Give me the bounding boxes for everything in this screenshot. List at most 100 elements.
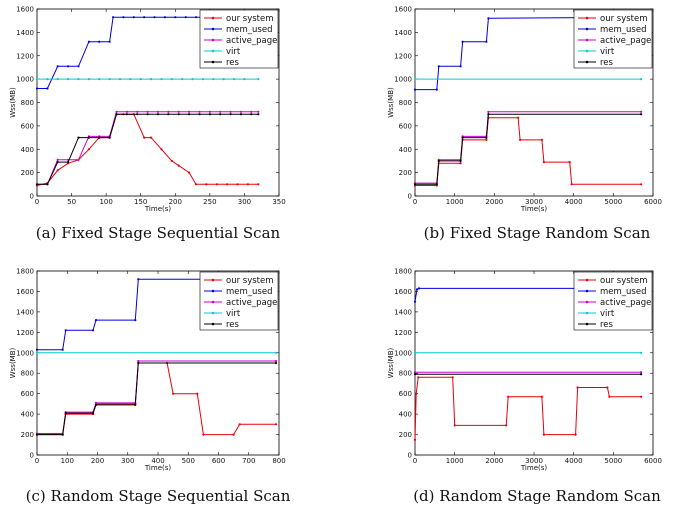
data-point <box>243 78 246 81</box>
y-tick-label: 0 <box>408 452 412 460</box>
y-tick-label: 1200 <box>394 52 412 60</box>
data-point <box>274 423 278 426</box>
legend-label: res <box>226 58 240 68</box>
data-point <box>202 433 205 436</box>
y-tick-label: 400 <box>399 411 412 419</box>
series-line-mem-used <box>415 16 642 91</box>
y-tick-label: 1400 <box>16 308 34 316</box>
data-point <box>94 319 98 322</box>
data-point <box>98 136 101 139</box>
data-point <box>232 433 235 436</box>
data-point <box>91 329 95 332</box>
data-point <box>274 359 278 363</box>
data-point <box>413 373 417 376</box>
x-tick-label: 5000 <box>604 457 622 465</box>
data-point <box>485 40 488 43</box>
data-point <box>542 161 546 164</box>
data-point <box>35 78 39 81</box>
legend-label: our system <box>226 276 274 286</box>
data-point <box>417 376 420 379</box>
data-point <box>136 110 139 113</box>
legend-label: virt <box>226 309 241 319</box>
legend-label: res <box>226 320 240 330</box>
x-tick-label: 2000 <box>485 457 503 465</box>
y-tick-label: 1400 <box>394 29 412 37</box>
data-point <box>77 78 80 81</box>
series-line-our-system <box>36 113 259 186</box>
data-point <box>640 110 643 113</box>
data-point <box>177 164 180 167</box>
data-point <box>239 113 243 116</box>
data-point <box>459 162 462 165</box>
x-tick-label: 300 <box>121 457 134 465</box>
data-point <box>250 110 253 113</box>
data-point <box>61 433 64 436</box>
x-tick-label: 600 <box>212 457 225 465</box>
data-point <box>64 329 67 332</box>
x-tick-label: 0 <box>35 457 39 465</box>
data-point <box>35 351 39 354</box>
y-tick-label: 1800 <box>16 268 34 276</box>
x-axis-label: Time(s) <box>520 464 548 472</box>
y-tick-label: 1000 <box>16 76 34 84</box>
data-point <box>250 113 253 116</box>
legend-label: virt <box>600 309 615 319</box>
legend-label: active_page <box>226 36 277 46</box>
data-point <box>219 113 222 116</box>
data-point <box>122 16 125 19</box>
x-tick-label: 800 <box>272 457 285 465</box>
y-tick-label: 0 <box>30 193 34 201</box>
legend-label: mem_used <box>600 287 646 297</box>
data-point <box>453 424 456 427</box>
data-point <box>413 351 417 354</box>
series-line-active-page <box>37 111 259 185</box>
data-point <box>413 438 417 441</box>
y-axis-label: Wss(MB) <box>9 347 17 378</box>
data-point <box>56 161 59 164</box>
data-point <box>640 373 643 376</box>
data-point <box>413 371 417 374</box>
data-point <box>238 423 241 426</box>
legend-label: res <box>600 320 614 330</box>
data-point <box>115 113 118 116</box>
x-tick-label: 4000 <box>565 198 583 206</box>
data-point <box>56 169 59 172</box>
legend-label: res <box>600 58 614 68</box>
data-point <box>64 412 67 415</box>
data-point <box>172 392 175 395</box>
legend-label: our system <box>600 14 648 24</box>
data-point <box>205 183 208 186</box>
data-point <box>226 183 229 186</box>
legend-label: active_page <box>600 36 651 46</box>
x-tick-label: 1000 <box>446 198 464 206</box>
data-point <box>413 183 417 186</box>
y-tick-label: 1800 <box>394 268 412 276</box>
legend-marker <box>211 49 215 53</box>
y-tick-label: 0 <box>408 193 412 201</box>
x-tick-label: 300 <box>238 198 251 206</box>
data-point <box>198 110 201 113</box>
data-point <box>77 158 80 161</box>
legend-marker <box>585 27 589 31</box>
data-point <box>608 395 611 398</box>
data-point <box>170 78 173 81</box>
x-tick-label: 200 <box>91 457 104 465</box>
data-point <box>505 424 508 427</box>
subfigure-caption: (a) Fixed Stage Sequential Scan <box>36 224 281 242</box>
data-point <box>134 319 137 322</box>
y-tick-label: 600 <box>399 122 412 130</box>
data-point <box>417 287 421 290</box>
legend-marker <box>211 60 215 64</box>
legend-marker <box>211 289 215 293</box>
subfigure-caption: (d) Random Stage Random Scan <box>413 487 661 505</box>
legend-marker <box>585 60 589 64</box>
data-point <box>188 113 191 116</box>
data-point <box>46 183 49 186</box>
data-point <box>640 371 643 374</box>
data-point <box>108 136 111 139</box>
data-point <box>87 40 90 43</box>
legend-marker <box>585 38 589 42</box>
data-point <box>35 348 39 351</box>
data-point <box>35 183 39 186</box>
y-tick-label: 400 <box>21 411 34 419</box>
